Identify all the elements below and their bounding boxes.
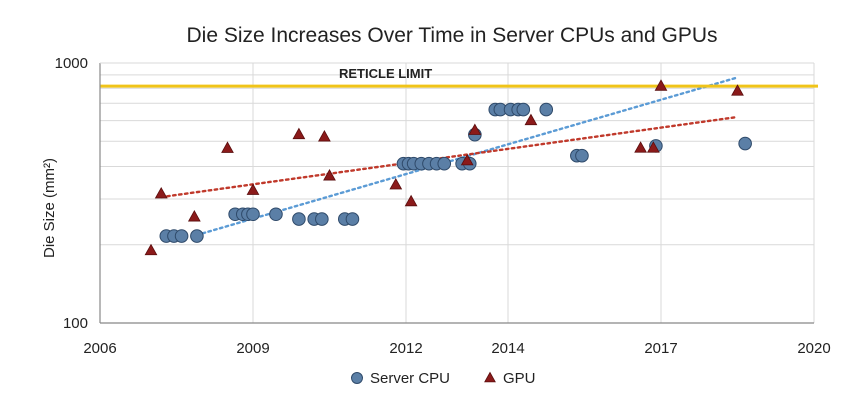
points-layer (144, 79, 752, 256)
x-tick-label-2009: 2009 (236, 340, 269, 357)
gpu-point-7 (323, 169, 336, 181)
x-tick-label-2014: 2014 (491, 340, 524, 357)
legend-cpu-marker (351, 372, 363, 384)
gpu-point-6 (318, 130, 331, 142)
cpu-point-2 (174, 229, 189, 243)
legend-cpu-label: Server CPU (370, 370, 450, 387)
cpu-point-29 (539, 102, 554, 117)
cpu-point-20 (437, 156, 452, 171)
x-tick-label-2020: 2020 (797, 340, 830, 357)
gpu-point-12 (524, 113, 538, 126)
gpu-point-16 (731, 84, 744, 96)
gpu-point-0 (144, 243, 158, 256)
axis-layer: 2006 2009 2012 2014 2017 2020 100 1000 (55, 55, 831, 357)
gpu-point-2 (187, 210, 201, 222)
gpu-point-8 (389, 177, 403, 190)
y-axis-label: Die Size (mm²) (41, 158, 58, 258)
cpu-point-13 (345, 212, 360, 226)
legend-gpu-marker (484, 371, 496, 383)
legend-gpu-label: GPU (503, 370, 536, 387)
cpu-point-28 (516, 102, 531, 117)
cpu-point-31 (575, 148, 589, 163)
chart-title: Die Size Increases Over Time in Server C… (186, 24, 717, 47)
cpu-point-8 (269, 207, 283, 222)
x-tick-label-2017: 2017 (644, 340, 677, 357)
y-tick-label-1000: 1000 (55, 55, 88, 72)
reticle-layer: RETICLE LIMIT (100, 66, 818, 88)
x-tick-label-2006: 2006 (83, 340, 116, 357)
cpu-point-11 (315, 212, 329, 226)
gpu-trendline (159, 115, 739, 199)
gpu-point-1 (154, 186, 168, 199)
cpu-point-3 (190, 229, 204, 243)
cpu-point-33 (738, 136, 752, 151)
gpu-point-5 (292, 127, 306, 140)
y-tick-label-100: 100 (63, 315, 88, 332)
reticle-limit-label: RETICLE LIMIT (339, 66, 432, 81)
gpu-point-4 (246, 183, 260, 195)
gpu-point-10 (460, 153, 474, 166)
gpu-point-14 (646, 141, 660, 153)
cpu-point-9 (292, 212, 306, 226)
gpu-point-15 (654, 79, 668, 91)
gpu-point-13 (634, 141, 647, 153)
cpu-point-7 (246, 207, 260, 222)
x-tick-label-2012: 2012 (389, 340, 422, 357)
legend: Server CPU GPU (351, 370, 536, 387)
gpu-point-11 (468, 123, 482, 135)
gpu-point-3 (221, 141, 234, 153)
gpu-point-9 (404, 194, 418, 207)
grid-layer (100, 63, 815, 323)
